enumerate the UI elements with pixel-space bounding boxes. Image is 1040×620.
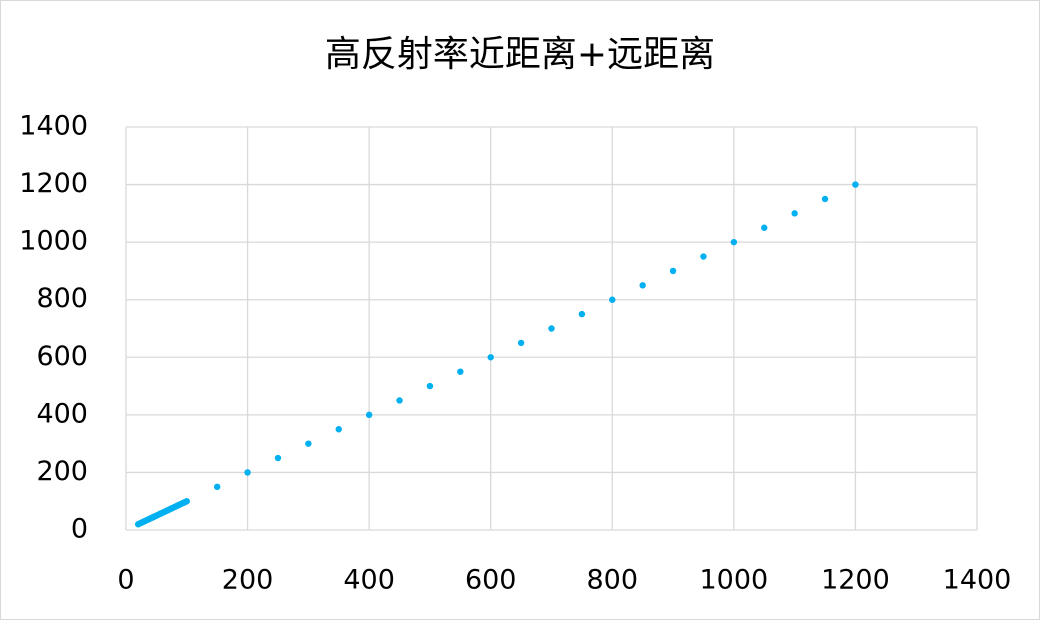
point — [548, 325, 555, 332]
point — [457, 368, 464, 375]
point — [365, 411, 373, 419]
point — [244, 469, 251, 476]
point — [761, 224, 768, 231]
chart-title: 高反射率近距离+远距离 — [325, 34, 715, 75]
x-tick-label: 400 — [343, 565, 395, 596]
point — [426, 382, 434, 390]
y-tick-label: 1200 — [19, 168, 88, 199]
point — [213, 483, 221, 491]
y-tick-label: 800 — [36, 283, 88, 314]
y-tick-label: 400 — [36, 398, 88, 429]
point — [487, 354, 494, 361]
x-tick-label: 800 — [587, 565, 639, 596]
point — [700, 253, 707, 260]
y-tick-label: 1400 — [19, 111, 88, 142]
point — [274, 454, 282, 462]
x-tick-label: 1400 — [943, 565, 1012, 596]
point — [578, 310, 586, 318]
x-tick-label: 200 — [222, 565, 274, 596]
x-tick-label: 1000 — [699, 565, 768, 596]
point — [639, 282, 646, 289]
point — [791, 210, 798, 217]
point — [730, 238, 738, 246]
y-tick-label: 200 — [36, 456, 88, 487]
x-tick-label: 0 — [117, 565, 134, 596]
y-tick-label: 0 — [71, 514, 88, 545]
x-tick-label: 1200 — [821, 565, 890, 596]
y-tick-label: 600 — [36, 341, 88, 372]
point — [396, 397, 403, 404]
point — [183, 498, 190, 505]
point — [669, 267, 677, 275]
point — [821, 195, 829, 203]
y-tick-label: 1000 — [19, 226, 88, 257]
point — [609, 296, 616, 303]
point — [852, 181, 859, 188]
point — [335, 426, 342, 433]
x-tick-label: 600 — [465, 565, 517, 596]
point — [305, 440, 312, 447]
point — [517, 339, 525, 347]
